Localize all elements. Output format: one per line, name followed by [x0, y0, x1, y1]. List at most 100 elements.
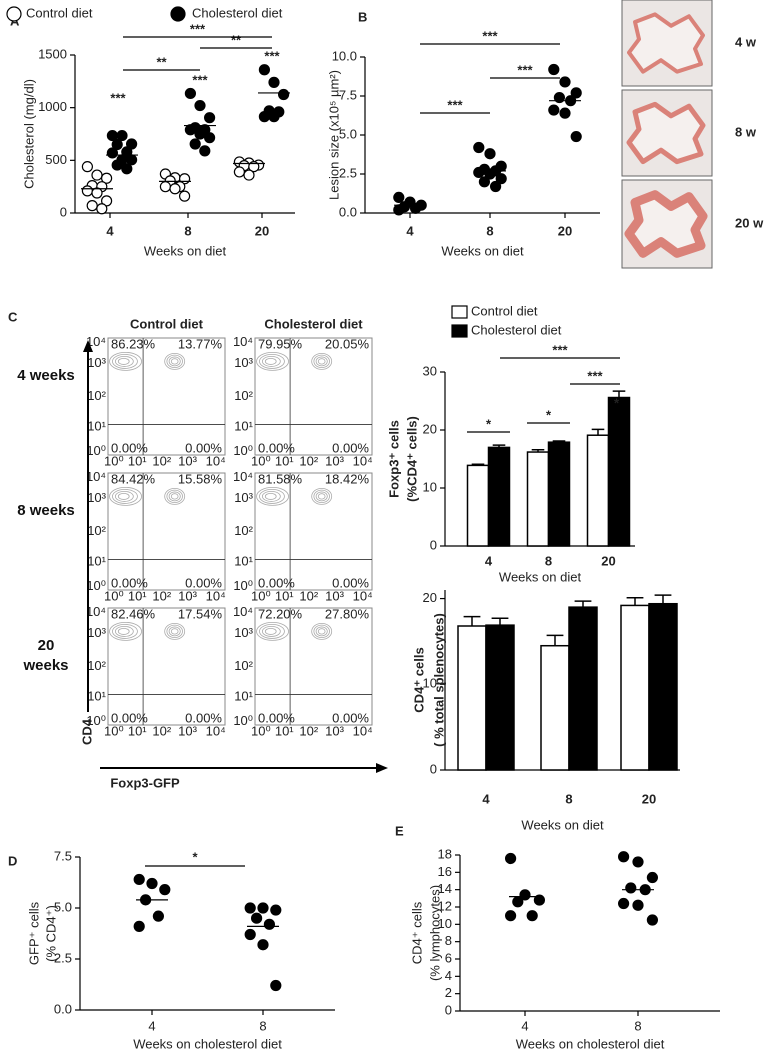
flow-x-tick: 10⁴: [353, 723, 373, 738]
y-tick-label: 1500: [38, 46, 67, 61]
contour: [317, 358, 326, 365]
data-point: [199, 145, 211, 157]
y-tick-label: 0.0: [54, 1001, 72, 1016]
y-axis-label: Foxp3⁺ cells: [386, 420, 401, 498]
error-bar: [492, 444, 506, 448]
contour: [313, 354, 330, 369]
y-tick-label: 18: [438, 846, 452, 861]
bar: [487, 446, 511, 547]
quadrant-percent: 18.42%: [325, 471, 370, 486]
x-tick-label: 20: [558, 223, 572, 238]
error-bar: [463, 615, 481, 626]
error-bar: [491, 617, 509, 626]
contour: [117, 357, 130, 365]
flow-x-tick: 10³: [178, 588, 197, 603]
x-tick-label: 4: [406, 223, 414, 238]
contour: [164, 352, 186, 370]
bar: [485, 624, 515, 771]
micrograph-label: 4 w: [735, 34, 757, 49]
flow-y-tick: 10³: [234, 355, 253, 370]
flow-x-tick: 10⁴: [206, 453, 226, 468]
contour: [112, 623, 138, 639]
error-bar: [471, 463, 485, 466]
legend-marker: [170, 6, 186, 22]
x-tick-label: 8: [634, 1018, 641, 1033]
flow-x-tick: 10²: [299, 723, 318, 738]
data-point: [625, 882, 637, 894]
data-point: [133, 873, 145, 886]
flow-y-tick: 10⁴: [233, 334, 253, 349]
panel-label: E: [395, 823, 404, 838]
data-point: [243, 169, 255, 181]
quadrant-percent: 20.05%: [325, 336, 370, 351]
y-tick-label: 5.0: [339, 126, 357, 141]
data-point: [478, 176, 490, 188]
y-tick-label: 20: [423, 590, 437, 605]
data-point: [270, 979, 282, 992]
x-tick-label: 8: [259, 1018, 266, 1033]
x-axis-label: Weeks on cholesterol diet: [516, 1036, 665, 1050]
error-bar: [574, 600, 592, 608]
significance-label: **: [156, 54, 167, 69]
contour: [256, 486, 289, 506]
y-tick-label: 500: [45, 152, 67, 167]
flow-x-tick: 10⁰: [251, 723, 271, 738]
contour: [261, 490, 281, 502]
y-axis-label: (% lymphocytes): [427, 885, 442, 981]
y-axis-label: ( % total splenocytes): [431, 613, 446, 747]
micrograph-tissue: [624, 190, 708, 258]
data-point: [258, 64, 270, 76]
panel-label: C: [8, 309, 18, 324]
y-axis-label: (%CD4⁺ cells): [404, 416, 419, 502]
contour: [311, 623, 333, 640]
error-bar: [552, 440, 566, 443]
arrowhead: [376, 763, 388, 773]
contour: [170, 628, 179, 635]
y-tick-label: 10: [423, 479, 437, 494]
flow-x-tick: 10⁰: [104, 453, 124, 468]
x-tick-label: 8: [545, 553, 552, 568]
y-tick-label: 5.0: [54, 899, 72, 914]
x-axis-label: Weeks on cholesterol diet: [133, 1036, 282, 1050]
micrograph-tissue: [627, 12, 705, 74]
data-point: [152, 910, 164, 922]
contour: [170, 493, 179, 500]
data-point: [646, 914, 659, 926]
legend-marker: [451, 305, 468, 319]
flow-y-tick: 10¹: [234, 688, 253, 703]
data-point: [233, 166, 245, 178]
data-point: [553, 91, 566, 104]
data-point: [268, 111, 280, 123]
data-point: [91, 169, 103, 181]
row-label: 20 weeks: [23, 637, 69, 674]
data-point: [570, 87, 582, 99]
contour: [259, 353, 285, 369]
quadrant-percent: 0.00%: [258, 440, 295, 455]
data-point: [100, 195, 113, 207]
flow-x-tick: 10⁴: [206, 588, 226, 603]
flow-x-tick: 10²: [299, 588, 318, 603]
flow-x-tick: 10⁰: [251, 453, 271, 468]
contour: [168, 356, 181, 367]
data-point: [96, 203, 108, 215]
error-bar: [654, 594, 672, 604]
arrowhead: [83, 340, 93, 352]
data-point: [393, 204, 405, 216]
flow-y-tick: 10³: [234, 625, 253, 640]
y-tick-label: 12: [438, 898, 452, 913]
y-axis-label: (% CD4⁺): [43, 905, 58, 962]
y-tick-label: 10.0: [332, 48, 357, 63]
legend-label: Cholesterol diet: [192, 5, 283, 20]
contour: [261, 625, 281, 637]
error-bar: [626, 596, 644, 606]
flow-y-tick: 10²: [87, 658, 106, 673]
y-tick-label: 10: [423, 676, 437, 691]
y-axis-label: Lesion size (x10⁵ µm²): [326, 70, 341, 200]
data-point: [100, 172, 113, 184]
data-point: [632, 899, 644, 911]
flow-plot: [254, 607, 373, 726]
flow-y-tick: 10¹: [87, 418, 106, 433]
contour: [264, 357, 277, 365]
flow-x-tick: 10³: [178, 453, 197, 468]
flow-plot: [254, 472, 373, 591]
